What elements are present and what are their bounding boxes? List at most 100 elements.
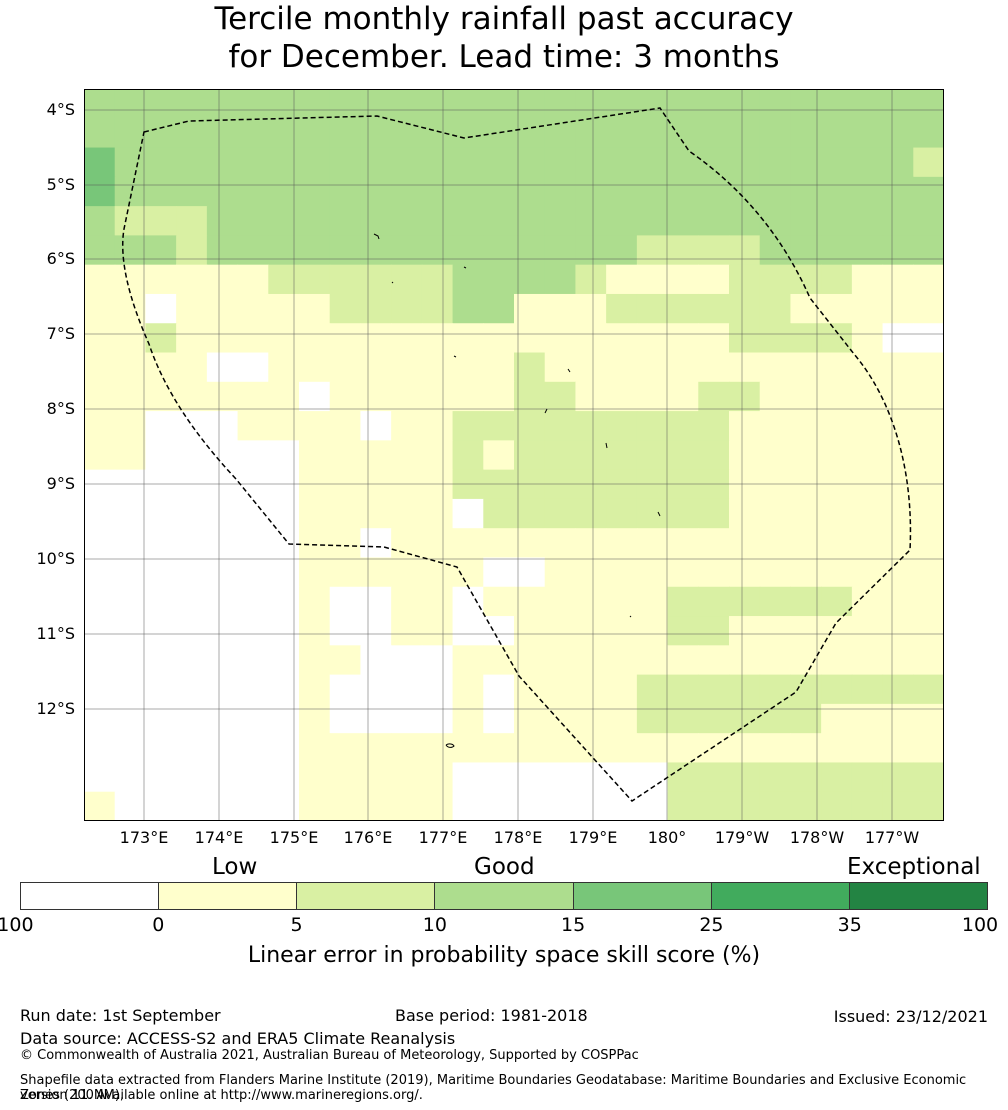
grid-cell xyxy=(698,235,730,266)
grid-cell xyxy=(606,645,638,676)
grid-cell xyxy=(237,762,269,793)
grid-cell xyxy=(176,440,208,471)
grid-cell xyxy=(483,469,515,500)
grid-cell xyxy=(821,381,853,412)
grid-cell xyxy=(299,206,331,236)
grid-cell xyxy=(667,791,699,821)
grid-cell xyxy=(206,616,239,646)
grid-cell xyxy=(299,586,331,617)
grid-cell xyxy=(114,293,147,324)
grid-cell xyxy=(544,791,577,821)
islands xyxy=(373,233,661,748)
grid-cell xyxy=(176,703,208,734)
grid-cell xyxy=(698,586,730,617)
grid-cell xyxy=(176,293,208,324)
grid-cell xyxy=(821,352,853,383)
grid-cell xyxy=(698,293,730,324)
grid-cell xyxy=(882,147,914,178)
grid-cell xyxy=(452,293,484,324)
grid-cell xyxy=(913,557,944,588)
grid-cell xyxy=(483,703,515,734)
grid-cell xyxy=(391,586,423,617)
grid-cell xyxy=(452,89,484,119)
grid-cell xyxy=(759,528,792,559)
grid-cell xyxy=(299,147,331,178)
grid-cell xyxy=(145,733,177,764)
grid-cell xyxy=(636,616,669,646)
grid-cell xyxy=(483,147,515,178)
grid-cell xyxy=(329,235,362,266)
grid-cell xyxy=(882,762,914,793)
grid-cell xyxy=(452,176,484,207)
run-date: Run date: 1st September xyxy=(20,1006,221,1025)
copyright: © Commonwealth of Australia 2021, Austra… xyxy=(20,1048,639,1063)
grid-cell xyxy=(421,147,454,178)
grid-cell xyxy=(729,469,761,500)
grid-cell xyxy=(84,645,116,676)
grid-cell xyxy=(759,206,792,236)
grid-cell xyxy=(268,469,300,500)
grid-cell xyxy=(421,381,454,412)
grid-cell xyxy=(114,586,147,617)
grid-cell xyxy=(421,498,454,529)
grid-cell xyxy=(268,89,300,119)
grid-cell xyxy=(483,762,515,793)
grid-cell xyxy=(421,791,454,821)
grid-cell xyxy=(729,352,761,383)
grid-cell xyxy=(667,703,699,734)
grid-cell xyxy=(544,264,577,295)
grid-cell xyxy=(575,791,607,821)
grid-cell xyxy=(299,762,331,793)
grid-cell xyxy=(84,118,116,149)
grid-cell xyxy=(575,206,607,236)
colorbar-tick-label: 25 xyxy=(699,914,724,936)
grid-cell xyxy=(421,411,454,441)
grid-cell xyxy=(575,440,607,471)
grid-cell xyxy=(84,293,116,324)
grid-cell xyxy=(114,733,147,764)
grid-cell xyxy=(514,293,546,324)
grid-cell xyxy=(452,528,484,559)
grid-cell xyxy=(544,586,577,617)
grid-cell xyxy=(483,733,515,764)
grid-cell xyxy=(421,469,454,500)
grid-cell xyxy=(329,176,362,207)
grid-cell xyxy=(176,469,208,500)
grid-cell xyxy=(391,791,423,821)
grid-cell xyxy=(698,703,730,734)
grid-cell xyxy=(299,498,331,529)
grid-cell xyxy=(544,440,577,471)
grid-cell xyxy=(268,645,300,676)
grid-cell xyxy=(514,118,546,149)
grid-cell xyxy=(667,616,699,646)
grid-cell xyxy=(790,528,822,559)
grid-cell xyxy=(759,557,792,588)
grid-cell xyxy=(636,176,669,207)
grid-cell xyxy=(114,235,147,266)
grid-cell xyxy=(729,586,761,617)
grid-cell xyxy=(790,440,822,471)
latitude-label: 10°S xyxy=(36,549,75,568)
grid-cell xyxy=(360,674,392,705)
grid-cell xyxy=(176,762,208,793)
grid-cell xyxy=(544,293,577,324)
grid-cell xyxy=(391,206,423,236)
grid-cell xyxy=(176,381,208,412)
colorbar-segment xyxy=(573,883,712,909)
grid-cell xyxy=(790,645,822,676)
grid-cell xyxy=(206,528,239,559)
grid-cell xyxy=(299,293,331,324)
grid-cell xyxy=(514,381,546,412)
grid-cell xyxy=(299,323,331,354)
grid-cell xyxy=(421,674,454,705)
grid-cell xyxy=(729,381,761,412)
grid-cell xyxy=(360,791,392,821)
grid-cell xyxy=(176,147,208,178)
grid-cell xyxy=(176,118,208,149)
grid-cell xyxy=(759,235,792,266)
grid-cell xyxy=(84,674,116,705)
longitude-label: 178°E xyxy=(493,828,543,847)
grid-cell xyxy=(84,762,116,793)
grid-cell xyxy=(360,176,392,207)
grid-cell xyxy=(729,616,761,646)
